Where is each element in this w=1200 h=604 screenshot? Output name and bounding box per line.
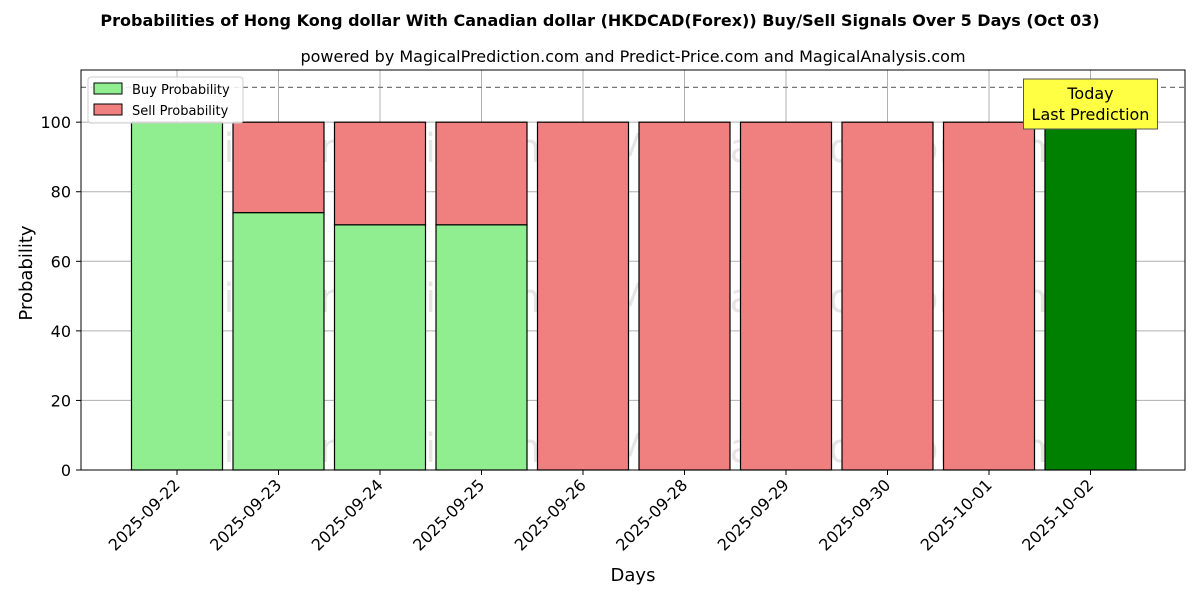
x-tick-label: 2025-09-29 <box>714 475 793 554</box>
y-tick-label: 40 <box>51 322 71 341</box>
y-axis-label: Probability <box>16 225 37 320</box>
annotation-box <box>1023 78 1158 130</box>
legend: Buy Probability Sell Probability <box>87 76 244 124</box>
buy-bar-2025-10-02 <box>1044 121 1137 471</box>
sell-bar-2025-09-23 <box>232 121 325 214</box>
x-tick-label: 2025-10-01 <box>917 475 996 554</box>
y-tick-label: 0 <box>61 461 71 480</box>
sell-bar-2025-09-30 <box>841 121 934 471</box>
x-tick-label: 2025-09-28 <box>612 475 691 554</box>
x-tick-label: 2025-09-24 <box>308 475 387 554</box>
plot-frame <box>80 69 1186 471</box>
x-tick-label: 2025-09-30 <box>815 475 894 554</box>
buy-bar-2025-09-25 <box>435 224 528 471</box>
sell-bar-2025-09-26 <box>536 121 630 471</box>
x-tick-label: 2025-09-25 <box>409 475 488 554</box>
sell-bar-2025-10-01 <box>942 121 1036 471</box>
x-tick-label: 2025-09-23 <box>206 475 285 554</box>
legend-swatch <box>93 82 123 95</box>
x-tick-label: 2025-09-22 <box>105 475 184 554</box>
sell-bar-2025-09-28 <box>638 121 731 471</box>
buy-bar-2025-09-22 <box>130 121 224 471</box>
y-tick-label: 80 <box>51 183 71 202</box>
y-tick-label: 20 <box>51 391 71 410</box>
annotation-text: Today <box>1066 84 1113 103</box>
y-tick-label: 100 <box>40 113 71 132</box>
bars-layer <box>81 86 1185 471</box>
sell-bar-2025-09-25 <box>435 121 528 226</box>
sell-bar-2025-09-24 <box>333 121 427 226</box>
buy-bar-2025-09-24 <box>333 224 427 471</box>
legend-label: Buy Probability <box>132 83 230 98</box>
sell-bar-2025-09-29 <box>739 121 833 471</box>
x-tick-label: 2025-09-26 <box>511 475 590 554</box>
buy-bar-2025-09-23 <box>232 212 325 471</box>
y-tick-label: 60 <box>51 252 71 271</box>
legend-box <box>87 76 244 124</box>
chart-title: Probabilities of Hong Kong dollar With C… <box>100 11 1099 30</box>
x-tick-label: 2025-10-02 <box>1018 475 1097 554</box>
chart-subtitle: powered by MagicalPrediction.com and Pre… <box>300 47 965 66</box>
x-axis-label: Days <box>611 565 656 586</box>
legend-swatch <box>93 103 123 116</box>
annotation-text: Last Prediction <box>1032 105 1150 124</box>
legend-label: Sell Probability <box>132 104 229 119</box>
today-annotation: Today Last Prediction <box>1023 78 1158 130</box>
